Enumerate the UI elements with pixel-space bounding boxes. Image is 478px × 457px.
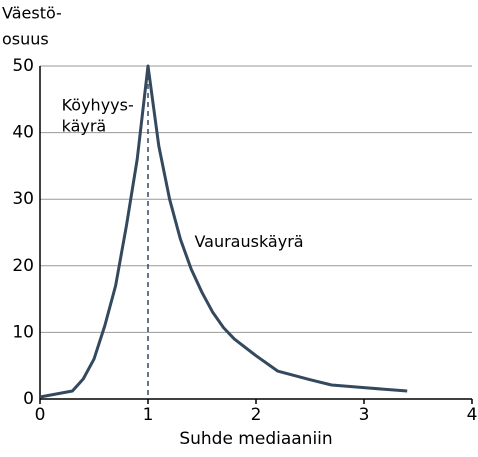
x-tick-label: 0 — [35, 405, 46, 425]
y-tick-label: 50 — [12, 56, 34, 76]
x-axis-label: Suhde mediaaniin — [179, 429, 332, 449]
y-tick-label: 40 — [12, 123, 34, 143]
x-tick-label: 4 — [467, 405, 478, 425]
x-tick-label: 3 — [359, 405, 370, 425]
y-tick-label: 20 — [12, 256, 34, 276]
y-tick-label: 10 — [12, 322, 34, 342]
annotation: Köyhyys- — [62, 95, 134, 114]
y-axis-label: osuus — [2, 30, 49, 49]
data-line — [39, 64, 408, 399]
annotation: Vaurauskäyrä — [194, 232, 303, 251]
y-tick-label: 30 — [12, 189, 34, 209]
y-tick-label: 0 — [23, 389, 34, 409]
y-axis-label: Väestö- — [2, 4, 62, 23]
x-tick-label: 1 — [143, 405, 154, 425]
x-tick-label: 2 — [251, 405, 262, 425]
annotation: käyrä — [62, 116, 107, 135]
